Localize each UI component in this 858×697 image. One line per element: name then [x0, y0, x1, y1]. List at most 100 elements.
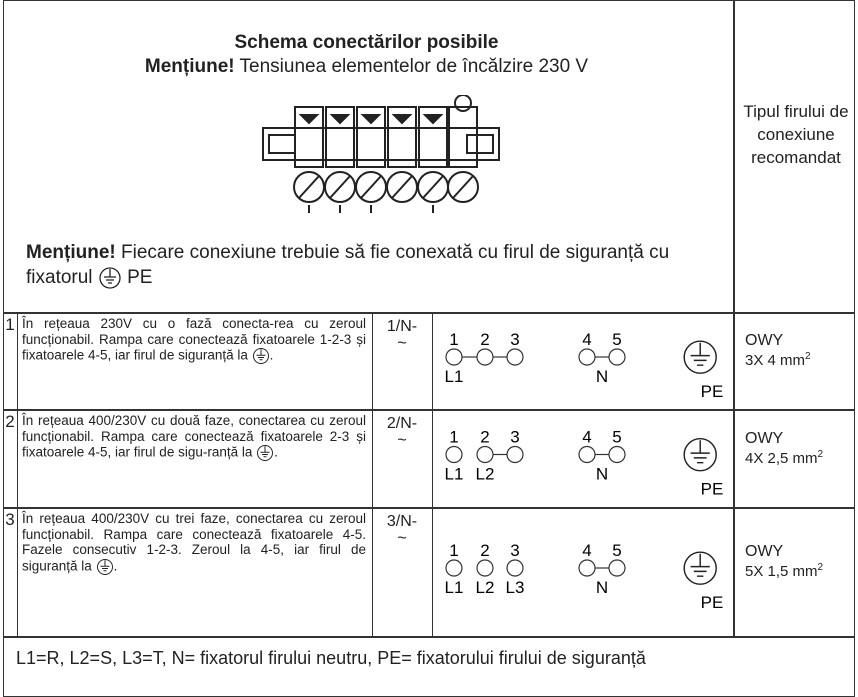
section-exponent: 2 — [805, 351, 811, 362]
neutral-label: N — [596, 578, 608, 597]
cell-divider — [432, 312, 433, 409]
phase-label: L1 — [445, 465, 464, 484]
wire-name: OWY — [745, 332, 784, 349]
warning-suffix: PE — [127, 267, 153, 288]
wiring-diagram: 1 2 3 4 5 L1 N PE — [445, 330, 724, 401]
wire-type-header: Tipul firului de conexiune recomandat — [743, 102, 849, 167]
phase-label: L2 — [476, 578, 495, 597]
cell-divider — [17, 312, 18, 409]
description-text: În rețeaua 400/230V cu două faze, conect… — [22, 413, 366, 460]
description-text: În rețeaua 230V cu o fază conecta-rea cu… — [22, 316, 366, 363]
note-label: Mențiune! — [144, 56, 235, 77]
terminal-number: 2 — [480, 330, 489, 349]
section-text: 5X 1,5 mm — [745, 563, 818, 580]
wire-section: 3X 4 mm2 — [745, 351, 811, 369]
neutral-label: N — [596, 465, 608, 484]
earth-label: PE — [701, 593, 724, 612]
earth-label: PE — [701, 382, 724, 401]
terminal — [608, 348, 626, 366]
row-number: 3 — [5, 510, 15, 529]
earth-symbol — [683, 551, 717, 585]
row-number: 1 — [5, 315, 15, 334]
ground-icon — [96, 558, 113, 575]
phase-label: L1 — [445, 367, 464, 386]
terminal-number: 2 — [480, 428, 489, 447]
section-exponent: 2 — [817, 448, 824, 460]
connection-code: ~ — [397, 335, 407, 352]
note: Mențiune! Tensiunea elementelor de încăl… — [0, 56, 733, 78]
phase-label: L2 — [476, 465, 495, 484]
cell-divider — [372, 409, 373, 507]
terminal-number: 2 — [480, 541, 489, 560]
cell-divider — [432, 507, 433, 636]
earth-symbol — [683, 437, 717, 472]
phase-label: L3 — [506, 578, 525, 597]
ground-icon — [99, 267, 121, 289]
terminal-number: 5 — [612, 428, 621, 447]
row-divider — [3, 312, 855, 314]
terminal — [445, 445, 463, 464]
wire-name: OWY — [745, 429, 784, 447]
title: Schema conectărilor posibile — [234, 32, 499, 53]
terminal — [578, 559, 596, 577]
terminal — [506, 348, 524, 366]
section-exponent: 2 — [817, 562, 824, 573]
terminal — [578, 348, 596, 366]
description-end: . — [274, 444, 278, 460]
terminal-number: 5 — [612, 541, 621, 560]
terminal-number: 1 — [449, 330, 458, 349]
terminal — [506, 559, 524, 577]
cell-divider — [17, 409, 18, 507]
terminal-block-illustration — [262, 95, 500, 213]
row-number: 2 — [5, 412, 15, 431]
cell-divider — [372, 507, 373, 636]
row-description: În rețeaua 400/230V cu trei faze, conect… — [22, 511, 366, 576]
footer-legend: L1=R, L2=S, L3=T, N= fixatorul firului n… — [16, 648, 646, 668]
terminal-number: 1 — [449, 428, 458, 447]
neutral-label: N — [596, 367, 608, 386]
ground-icon — [257, 445, 274, 461]
terminal — [608, 559, 626, 577]
terminal — [476, 559, 494, 577]
terminal-number: 3 — [510, 330, 519, 349]
warning-text: Fiecare conexiune trebuie să fie conexat… — [26, 242, 670, 288]
note-text: Tensiunea elementelor de încălzire 230 V — [239, 56, 589, 77]
row-description: În rețeaua 230V cu o fază conecta-rea cu… — [22, 316, 366, 365]
connection-code: ~ — [397, 530, 407, 547]
connection-code: 3/N- — [386, 513, 418, 530]
terminal — [445, 559, 463, 577]
terminal-number: 1 — [449, 541, 458, 560]
phase-label: L1 — [445, 578, 464, 597]
earth-label: PE — [701, 480, 724, 499]
cell-divider — [17, 507, 18, 636]
terminal — [476, 445, 494, 464]
terminal — [578, 445, 596, 464]
terminal-number: 3 — [510, 428, 519, 447]
terminal-number: 4 — [582, 330, 591, 349]
wire-section: 4X 2,5 mm2 — [745, 449, 823, 467]
description-text: În rețeaua 400/230V cu trei faze, conect… — [22, 511, 366, 574]
description-end: . — [269, 347, 274, 363]
wiring-diagram: 1 2 3 4 5 L1 L2 N PE — [445, 428, 724, 499]
cell-divider — [432, 409, 433, 507]
terminal — [476, 348, 494, 366]
terminal-number: 3 — [510, 541, 519, 560]
warning-label: Mențiune! — [26, 242, 116, 263]
terminal-number: 4 — [582, 541, 591, 560]
column-divider — [733, 0, 735, 636]
wire-section: 5X 1,5 mm2 — [745, 562, 823, 580]
connection-code: 1/N- — [386, 318, 418, 335]
warning: Mențiune! Fiecare conexiune trebuie să f… — [26, 240, 706, 290]
terminal-number: 4 — [582, 428, 591, 447]
terminal — [506, 445, 524, 464]
wiring-diagram: 1 2 3 4 5 L1 L2 L3 N PE — [445, 541, 724, 612]
section-text: 3X 4 mm — [745, 352, 806, 369]
row-divider — [3, 507, 855, 509]
connection-code: 2/N- — [386, 415, 418, 432]
terminal-number: 5 — [612, 330, 621, 349]
row-divider — [3, 409, 855, 411]
earth-symbol — [683, 340, 717, 374]
row-divider — [3, 636, 855, 638]
